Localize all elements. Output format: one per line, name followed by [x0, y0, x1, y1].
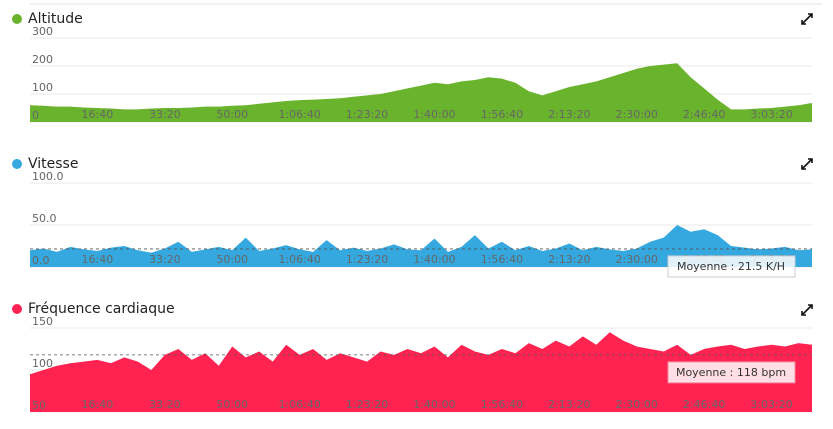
average-box: [667, 255, 796, 278]
x-tick-label: 1:23:20: [346, 398, 388, 411]
y-tick-label: 300: [32, 25, 53, 38]
x-tick-label: 16:40: [82, 108, 114, 121]
y-tick-label: 100: [32, 357, 53, 370]
x-tick-label: 3:03:20: [750, 108, 792, 121]
chart-title: Fréquence cardiaque: [28, 301, 175, 317]
x-tick-label: 2:30:00: [616, 253, 658, 266]
x-tick-label: 2:13:20: [548, 108, 590, 121]
x-tick-label: 3:03:20: [750, 398, 792, 411]
y-tick-label: 100.0: [32, 170, 64, 183]
chart-panel: Vitesse 0.0 50.0 100.0 16:40 33:20 50:00 1:06:4…: [12, 156, 812, 278]
chart-title: Altitude: [28, 11, 83, 27]
area: [30, 225, 812, 267]
x-tick-label: 1:40:00: [413, 253, 455, 266]
legend-dot: [12, 14, 22, 24]
x-tick-label: 1:56:40: [481, 253, 523, 266]
x-tick-label: 1:40:00: [413, 108, 455, 121]
average-label: Moyenne : 21.5 K/H: [677, 260, 785, 273]
chart-panel: Fréquence cardiaque 50 100 150 16:40 33:20 50:…: [12, 301, 812, 413]
area: [30, 332, 812, 412]
chart-panel: Altitude 0 100 200 300 16:40 33:20 50:00 1:06:40…: [12, 11, 812, 123]
icon-line: [801, 158, 813, 170]
x-tick-label: 33:20: [149, 253, 181, 266]
chart-title: Vitesse: [28, 156, 78, 172]
icon-line: [801, 304, 813, 316]
legend-dot: [12, 304, 22, 314]
y-tick-label: 50: [32, 399, 46, 412]
x-tick-label: 2:13:20: [548, 398, 590, 411]
x-tick-label: 16:40: [82, 253, 114, 266]
average-box: [667, 361, 796, 384]
expand-icon[interactable]: [801, 304, 813, 316]
legend-dot: [12, 159, 22, 169]
x-tick-label: 1:56:40: [481, 108, 523, 121]
area: [30, 63, 812, 122]
x-tick-label: 2:13:20: [548, 253, 590, 266]
average-label: Moyenne : 118 bpm: [676, 366, 786, 379]
x-tick-label: 2:30:00: [616, 398, 658, 411]
y-tick-label: 0.0: [32, 254, 50, 267]
x-tick-label: 2:46:40: [683, 108, 725, 121]
y-tick-label: 100: [32, 81, 53, 94]
x-tick-label: 1:40:00: [413, 398, 455, 411]
icon-line: [801, 158, 813, 170]
x-tick-label: 1:06:40: [278, 108, 320, 121]
x-tick-label: 33:20: [149, 108, 181, 121]
x-tick-label: 1:06:40: [278, 398, 320, 411]
icon-line: [801, 304, 813, 316]
x-tick-label: 2:30:00: [616, 108, 658, 121]
x-tick-label: 1:23:20: [346, 108, 388, 121]
x-tick-label: 50:00: [216, 253, 248, 266]
expand-icon[interactable]: [801, 13, 813, 25]
x-tick-label: 16:40: [82, 398, 114, 411]
icon-line: [801, 13, 813, 25]
expand-icon[interactable]: [801, 158, 813, 170]
y-tick-label: 0: [32, 109, 39, 122]
x-tick-label: 50:00: [216, 108, 248, 121]
y-tick-label: 50.0: [32, 212, 57, 225]
x-tick-label: 1:06:40: [278, 253, 320, 266]
y-tick-label: 150: [32, 315, 53, 328]
icon-line: [801, 13, 813, 25]
x-tick-label: 33:20: [149, 398, 181, 411]
x-tick-label: 1:23:20: [346, 253, 388, 266]
y-tick-label: 200: [32, 53, 53, 66]
x-tick-label: 2:46:40: [683, 398, 725, 411]
x-tick-label: 50:00: [216, 398, 248, 411]
x-tick-label: 1:56:40: [481, 398, 523, 411]
